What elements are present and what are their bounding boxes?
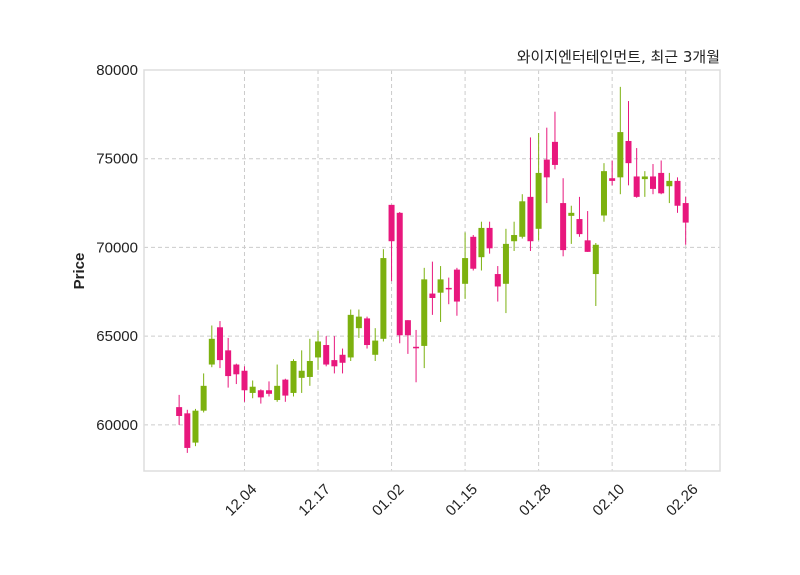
candle-body-down xyxy=(233,364,240,375)
candle-body-up xyxy=(502,243,509,284)
candle-body-down xyxy=(184,413,191,448)
candle-body-down xyxy=(453,269,460,302)
x-tick-label: 02.26 xyxy=(663,481,702,520)
candle-body-down xyxy=(429,293,436,299)
candle-body-down xyxy=(682,203,689,223)
candle-body-up xyxy=(347,314,354,358)
candle-body-down xyxy=(323,345,330,365)
y-tick-label: 70000 xyxy=(96,239,138,256)
candle-body-down xyxy=(551,141,558,165)
candle-body-up xyxy=(192,410,199,443)
candle-body-down xyxy=(560,203,567,251)
plot-frame xyxy=(143,69,721,472)
candle-body-up xyxy=(641,176,648,180)
candle-body-up xyxy=(437,279,444,293)
candle-body-down xyxy=(633,176,640,197)
candle-body-up xyxy=(372,340,379,355)
candle-body-down xyxy=(576,219,583,235)
candle-body-up xyxy=(298,370,305,378)
candle-body-up xyxy=(568,212,575,216)
candle-body-down xyxy=(241,370,248,391)
candle-body-down xyxy=(282,379,289,396)
candle-body-up xyxy=(290,360,297,393)
candle-body-up xyxy=(315,341,322,358)
candle-body-up xyxy=(478,227,485,258)
candle-body-up xyxy=(519,201,526,237)
candle-body-down xyxy=(225,350,232,377)
candle-body-down xyxy=(584,240,591,252)
x-tick-label: 01.28 xyxy=(516,481,555,520)
x-tick-label: 01.02 xyxy=(369,481,408,520)
candle-body-up xyxy=(380,258,387,339)
candle-body-down xyxy=(404,320,411,336)
candle-body-down xyxy=(674,180,681,206)
candle-body-down xyxy=(331,360,338,367)
candle-body-up xyxy=(274,385,281,401)
y-tick-label: 65000 xyxy=(96,328,138,345)
candle-body-up xyxy=(592,244,599,275)
candle-body-down xyxy=(388,204,395,242)
candle-body-down xyxy=(396,212,403,336)
y-axis-label: Price xyxy=(71,253,88,290)
candle-body-down xyxy=(364,318,371,346)
candle-body-up xyxy=(535,172,542,229)
y-tick-label: 60000 xyxy=(96,417,138,434)
x-tick-label: 01.15 xyxy=(442,481,481,520)
candle-body-up xyxy=(355,316,362,329)
candle-body-up xyxy=(208,338,215,365)
candle-body-down xyxy=(609,178,616,181)
y-tick-label: 80000 xyxy=(96,62,138,79)
candle-body-down xyxy=(257,390,264,398)
candle-body-up xyxy=(249,386,256,393)
candle-body-down xyxy=(445,287,452,290)
candle-body-up xyxy=(666,180,673,187)
x-tick-labels: 12.04 12.17 01.02 01.15 01.28 02.10 02.26 xyxy=(222,481,702,520)
candle-body-up xyxy=(511,235,518,242)
candle-body-up xyxy=(421,279,428,346)
candle-body-down xyxy=(494,274,501,287)
candle-body-up xyxy=(200,385,207,411)
candle-body-up xyxy=(462,258,469,284)
x-tick-label: 12.04 xyxy=(222,481,261,520)
candle-body-down xyxy=(339,354,346,363)
y-tick-labels: 60000 65000 70000 75000 80000 xyxy=(96,62,138,434)
candle-body-down xyxy=(216,327,223,361)
candle-body-down xyxy=(625,140,632,164)
candle-body-up xyxy=(306,360,313,377)
y-tick-label: 75000 xyxy=(96,151,138,168)
candle-body-down xyxy=(266,390,273,394)
candle-body-down xyxy=(176,407,183,416)
candle-body-down xyxy=(413,346,420,349)
candles xyxy=(176,86,689,453)
candle-body-down xyxy=(658,172,665,194)
x-tick-label: 12.17 xyxy=(295,481,334,520)
candle-body-up xyxy=(600,171,607,216)
candle-body-up xyxy=(617,132,624,178)
candle-body-down xyxy=(650,176,657,189)
candle-body-down xyxy=(527,196,534,242)
chart-title: 와이지엔터테인먼트, 최근 3개월 xyxy=(517,48,720,66)
candle-body-down xyxy=(543,159,550,178)
x-tick-label: 02.10 xyxy=(589,481,628,520)
candle-body-down xyxy=(486,227,493,249)
candle-body-down xyxy=(470,236,477,269)
